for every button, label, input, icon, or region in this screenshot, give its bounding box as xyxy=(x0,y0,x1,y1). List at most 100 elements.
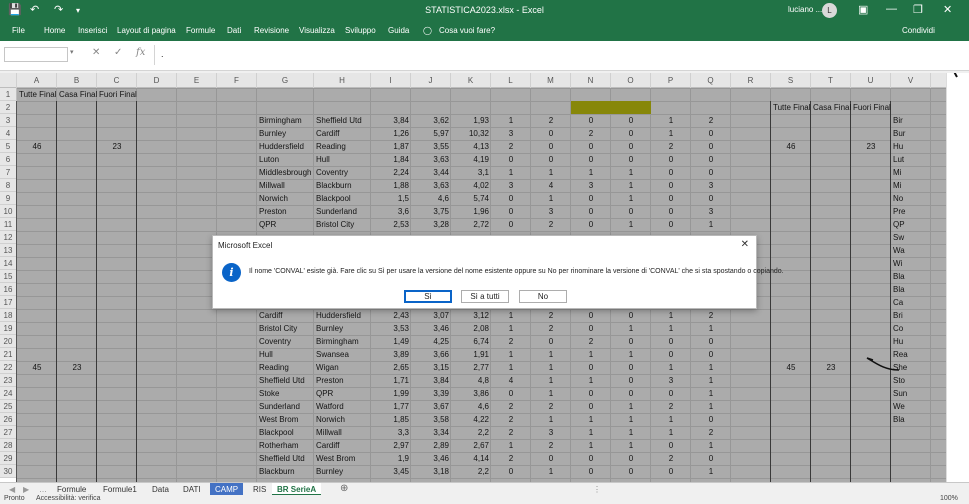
odds-cell[interactable]: 2,2 xyxy=(477,467,489,476)
team-home-cell[interactable]: Millwall xyxy=(259,181,285,190)
column-header[interactable]: O xyxy=(611,73,651,88)
score-cell[interactable]: 1 xyxy=(668,428,674,437)
more-sheets-icon[interactable]: … xyxy=(39,485,47,494)
team-home-cell[interactable]: Middlesbrough xyxy=(259,168,312,177)
score-cell[interactable]: 0 xyxy=(708,142,714,151)
team-truncated-cell[interactable]: QP xyxy=(893,220,905,229)
tab-split-icon[interactable]: ⋮ xyxy=(593,485,601,494)
row-header[interactable]: 26 xyxy=(0,413,17,426)
odds-cell[interactable]: 3,89 xyxy=(393,350,409,359)
score-cell[interactable]: 1 xyxy=(508,441,514,450)
tab-sviluppo[interactable]: Sviluppo xyxy=(345,26,376,35)
odds-cell[interactable]: 1,49 xyxy=(393,337,409,346)
score-cell[interactable]: 0 xyxy=(628,363,634,372)
tab-visualizza[interactable]: Visualizza xyxy=(299,26,335,35)
score-cell[interactable]: 0 xyxy=(588,467,594,476)
score-cell[interactable]: 0 xyxy=(708,415,714,424)
column-header[interactable]: P xyxy=(651,73,691,88)
team-truncated-cell[interactable]: Pre xyxy=(893,207,906,216)
odds-cell[interactable]: 6,74 xyxy=(473,337,489,346)
team-home-cell[interactable]: Sunderland xyxy=(259,402,300,411)
score-cell[interactable]: 1 xyxy=(548,467,554,476)
score-cell[interactable]: 1 xyxy=(708,324,714,333)
score-cell[interactable]: 1 xyxy=(588,350,594,359)
team-home-cell[interactable]: Luton xyxy=(259,155,280,164)
score-cell[interactable]: 0 xyxy=(628,311,634,320)
score-cell[interactable]: 1 xyxy=(628,168,634,177)
score-cell[interactable]: 0 xyxy=(548,129,554,138)
score-cell[interactable]: 0 xyxy=(668,168,674,177)
score-cell[interactable]: 0 xyxy=(588,116,594,125)
score-cell[interactable]: 0 xyxy=(548,454,554,463)
score-cell[interactable]: 2 xyxy=(708,428,714,437)
zoom-level[interactable]: 100% xyxy=(940,495,958,502)
score-cell[interactable]: 2 xyxy=(508,428,514,437)
tab-dati[interactable]: Dati xyxy=(227,26,242,35)
team-truncated-cell[interactable]: Sw xyxy=(893,233,905,242)
odds-cell[interactable]: 3,53 xyxy=(393,324,409,333)
total-cell[interactable]: 23 xyxy=(866,142,876,151)
score-cell[interactable]: 0 xyxy=(708,168,714,177)
team-away-cell[interactable]: Burnley xyxy=(316,467,344,476)
score-cell[interactable]: 1 xyxy=(508,116,514,125)
score-cell[interactable]: 0 xyxy=(588,389,594,398)
tab-inserisci[interactable]: Inserisci xyxy=(78,26,108,35)
team-truncated-cell[interactable]: No xyxy=(893,194,904,203)
header-cell[interactable]: Tutte Finali xyxy=(773,103,811,112)
confirm-entry-icon[interactable]: ✓ xyxy=(114,47,123,58)
score-cell[interactable]: 0 xyxy=(668,207,674,216)
team-truncated-cell[interactable]: Bir xyxy=(893,116,903,125)
score-cell[interactable]: 2 xyxy=(508,415,514,424)
tab-revisione[interactable]: Revisione xyxy=(254,26,290,35)
name-box[interactable] xyxy=(4,47,68,62)
header-cell[interactable]: Casa Finale xyxy=(59,90,97,99)
score-cell[interactable]: 1 xyxy=(628,324,634,333)
odds-cell[interactable]: 2,97 xyxy=(393,441,409,450)
ribbon-display-icon[interactable]: ▣ xyxy=(858,4,869,16)
team-home-cell[interactable]: Norwich xyxy=(259,194,288,203)
score-cell[interactable]: 1 xyxy=(668,311,674,320)
score-cell[interactable]: 2 xyxy=(548,324,554,333)
odds-cell[interactable]: 3,46 xyxy=(433,454,449,463)
score-cell[interactable]: 0 xyxy=(628,376,634,385)
total-cell[interactable]: 45 xyxy=(786,363,796,372)
score-cell[interactable]: 0 xyxy=(708,194,714,203)
score-cell[interactable]: 1 xyxy=(668,324,674,333)
score-cell[interactable]: 1 xyxy=(588,428,594,437)
column-header[interactable]: I xyxy=(371,73,411,88)
row-header[interactable]: 14 xyxy=(0,257,17,270)
cancel-entry-icon[interactable]: ✕ xyxy=(92,47,101,58)
score-cell[interactable]: 1 xyxy=(708,467,714,476)
team-truncated-cell[interactable]: We xyxy=(893,402,905,411)
team-away-cell[interactable]: Sunderland xyxy=(316,207,357,216)
total-cell[interactable]: 23 xyxy=(826,363,836,372)
score-cell[interactable]: 1 xyxy=(508,311,514,320)
score-cell[interactable]: 1 xyxy=(548,350,554,359)
team-truncated-cell[interactable]: Lut xyxy=(893,155,905,164)
score-cell[interactable]: 1 xyxy=(628,194,634,203)
score-cell[interactable]: 3 xyxy=(708,207,714,216)
accessibility-status[interactable]: Accessibilità: verifica xyxy=(36,495,101,502)
team-away-cell[interactable]: Millwall xyxy=(316,428,342,437)
odds-cell[interactable]: 3,44 xyxy=(433,168,449,177)
odds-cell[interactable]: 3,84 xyxy=(393,116,409,125)
score-cell[interactable]: 1 xyxy=(588,376,594,385)
redo-icon[interactable]: ↷ xyxy=(54,4,64,16)
score-cell[interactable]: 0 xyxy=(708,129,714,138)
highlighted-cell[interactable] xyxy=(571,101,651,114)
team-truncated-cell[interactable]: She xyxy=(893,363,908,372)
score-cell[interactable]: 0 xyxy=(588,194,594,203)
score-cell[interactable]: 1 xyxy=(588,168,594,177)
team-away-cell[interactable]: Birmingham xyxy=(316,337,359,346)
row-header[interactable]: 21 xyxy=(0,348,17,361)
row-header[interactable]: 10 xyxy=(0,205,17,218)
score-cell[interactable]: 1 xyxy=(548,415,554,424)
odds-cell[interactable]: 3,39 xyxy=(433,389,449,398)
odds-cell[interactable]: 1,77 xyxy=(393,402,409,411)
score-cell[interactable]: 1 xyxy=(628,441,634,450)
odds-cell[interactable]: 3,6 xyxy=(397,207,409,216)
header-cell[interactable]: Fuori Finale xyxy=(99,90,137,99)
score-cell[interactable]: 0 xyxy=(588,155,594,164)
team-truncated-cell[interactable]: Co xyxy=(893,324,904,333)
column-header[interactable]: E xyxy=(177,73,217,88)
